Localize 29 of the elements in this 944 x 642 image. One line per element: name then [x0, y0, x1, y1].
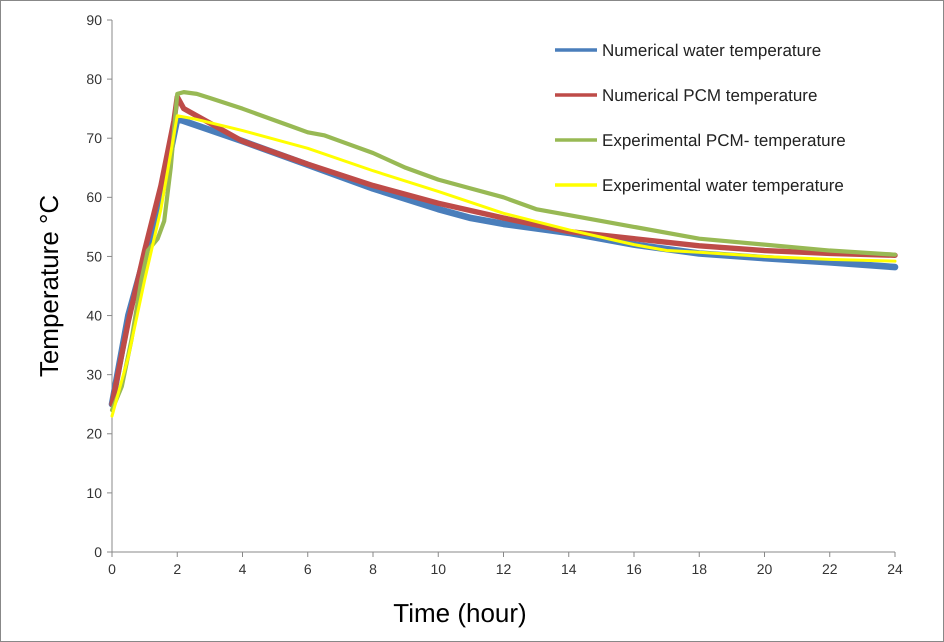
y-tick-label: 40: [86, 307, 102, 324]
y-tick-label: 80: [86, 71, 102, 88]
y-tick-label: 10: [86, 484, 102, 501]
x-tick-label: 12: [496, 561, 512, 577]
legend-label: Experimental water temperature: [602, 176, 844, 195]
x-tick-label: 4: [238, 561, 247, 577]
x-tick-label: 18: [691, 561, 708, 577]
x-tick-label: 2: [173, 561, 182, 577]
x-axis-title: Time (hour): [393, 598, 527, 628]
x-tick-label: 14: [560, 561, 577, 577]
y-tick-label: 0: [94, 544, 102, 560]
y-tick-label: 60: [86, 189, 102, 206]
legend-label: Experimental PCM- temperature: [602, 130, 846, 150]
y-tick-label: 70: [86, 130, 102, 146]
x-tick-label: 24: [887, 561, 903, 577]
legend-label: Numerical PCM temperature: [602, 86, 818, 105]
y-axis-title: Temperature °C: [34, 194, 64, 378]
legend-label: Numerical water temperature: [602, 40, 822, 60]
x-tick-label: 16: [626, 561, 642, 577]
y-tick-label: 90: [86, 12, 102, 28]
x-tick-label: 10: [430, 561, 446, 577]
x-tick-label: 22: [822, 561, 838, 577]
x-tick-label: 6: [304, 561, 312, 577]
x-tick-label: 20: [756, 561, 772, 577]
x-tick-label: 0: [108, 561, 116, 577]
y-tick-label: 50: [86, 248, 102, 264]
y-tick-label: 30: [86, 366, 102, 383]
y-tick-label: 20: [86, 426, 102, 442]
x-tick-label: 8: [369, 561, 378, 577]
